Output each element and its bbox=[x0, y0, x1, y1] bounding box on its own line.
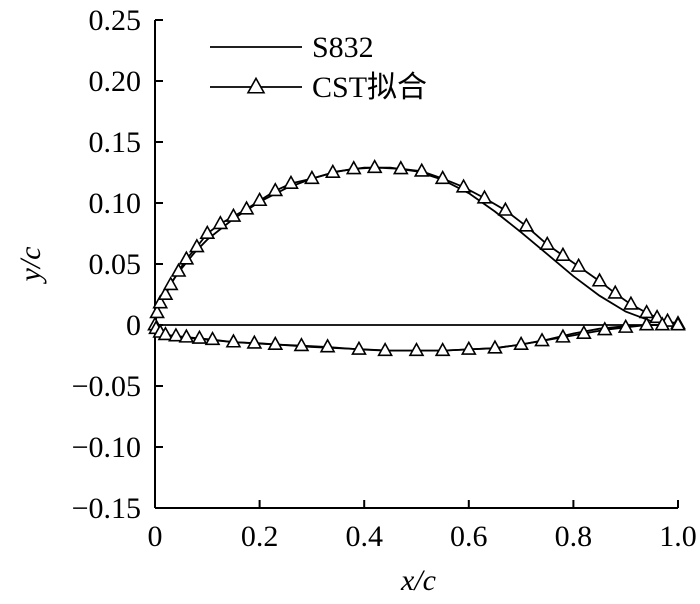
data-point-cst-lower bbox=[157, 326, 174, 341]
data-point-cst-lower bbox=[246, 334, 263, 349]
data-point-cst-upper bbox=[283, 174, 299, 189]
y-tick-label: −0.15 bbox=[72, 492, 141, 525]
series-s832-upper bbox=[154, 166, 679, 326]
x-tick-label: 1.0 bbox=[659, 520, 697, 553]
data-point-cst-lower bbox=[293, 337, 310, 352]
data-point-cst-lower bbox=[377, 341, 393, 357]
y-tick-label: −0.05 bbox=[72, 370, 141, 403]
data-point-cst-upper bbox=[149, 304, 165, 319]
y-tick-label: 0.20 bbox=[89, 65, 142, 98]
data-point-cst-upper bbox=[225, 207, 242, 222]
data-point-cst-lower bbox=[168, 327, 184, 342]
data-point-cst-upper bbox=[238, 200, 255, 215]
data-point-cst-lower bbox=[513, 335, 529, 351]
series-cst-upper-line bbox=[154, 166, 679, 326]
data-point-cst-upper bbox=[434, 169, 451, 185]
data-point-cst-upper bbox=[591, 272, 608, 287]
data-point-cst-lower bbox=[534, 332, 550, 347]
x-tick-label: 0.6 bbox=[450, 520, 488, 553]
data-point-cst-lower bbox=[225, 333, 242, 348]
legend-label-s832: S832 bbox=[312, 31, 374, 64]
data-point-cst-lower bbox=[319, 338, 336, 353]
legend-marker-cst bbox=[246, 76, 266, 94]
data-point-cst-upper bbox=[555, 246, 571, 261]
data-point-cst-upper bbox=[345, 160, 362, 175]
data-point-cst-upper bbox=[623, 295, 639, 310]
data-point-cst-upper bbox=[518, 217, 535, 232]
data-point-cst-upper bbox=[188, 238, 205, 253]
data-point-cst-upper bbox=[392, 160, 409, 175]
data-point-cst-lower bbox=[576, 324, 592, 340]
data-point-cst-upper bbox=[539, 235, 556, 250]
data-point-cst-lower bbox=[267, 335, 284, 351]
data-point-cst-upper bbox=[157, 285, 174, 300]
data-point-cst-upper bbox=[476, 189, 493, 204]
data-point-cst-upper bbox=[304, 169, 320, 185]
x-axis-title: x/c bbox=[400, 564, 436, 597]
x-tick-label: 0.2 bbox=[241, 520, 279, 553]
y-axis-title: y/c bbox=[14, 247, 47, 285]
data-point-cst-upper bbox=[199, 224, 216, 239]
y-tick-label: 0 bbox=[126, 309, 141, 342]
data-point-cst-lower bbox=[191, 329, 208, 344]
data-point-cst-upper bbox=[455, 178, 472, 193]
data-point-cst-upper bbox=[178, 250, 195, 265]
data-point-cst-lower bbox=[670, 316, 686, 331]
data-point-cst-lower bbox=[460, 340, 477, 355]
y-tick-label: −0.10 bbox=[72, 431, 141, 464]
x-tick-label: 0.8 bbox=[555, 520, 593, 553]
x-tick-label: 0.4 bbox=[345, 520, 383, 553]
data-point-cst-lower bbox=[434, 341, 451, 357]
data-point-cst-lower bbox=[487, 339, 503, 354]
data-point-cst-upper bbox=[366, 158, 383, 174]
y-tick-label: 0.15 bbox=[89, 126, 142, 159]
data-point-cst-lower bbox=[351, 340, 367, 355]
data-point-cst-upper bbox=[267, 182, 284, 197]
ticks: −0.15 −0.10 −0.05 0 0.05 0.10 0.15 0.20 0.25 0 0.2… bbox=[72, 4, 697, 553]
data-point-cst-lower bbox=[638, 316, 655, 331]
data-point-cst-upper bbox=[212, 215, 229, 230]
data-point-cst-lower bbox=[204, 330, 221, 346]
data-point-cst-lower bbox=[596, 321, 613, 336]
data-point-cst-upper bbox=[162, 276, 179, 291]
legend: S832 CST拟合 bbox=[210, 31, 427, 104]
data-point-cst-upper bbox=[570, 257, 587, 272]
y-tick-label: 0.25 bbox=[89, 4, 142, 37]
plot-area bbox=[147, 158, 686, 357]
y-tick-label: 0.10 bbox=[89, 187, 142, 220]
data-point-cst-upper bbox=[607, 284, 624, 299]
x-tick-label: 0 bbox=[148, 520, 163, 553]
data-point-cst-lower bbox=[555, 328, 571, 343]
data-point-cst-upper bbox=[251, 191, 268, 207]
data-point-cst-upper bbox=[649, 309, 665, 324]
data-point-cst-upper bbox=[324, 163, 341, 178]
data-point-cst-lower bbox=[617, 318, 634, 333]
data-point-cst-upper bbox=[497, 201, 514, 216]
data-point-cst-upper bbox=[170, 262, 187, 277]
data-point-cst-lower bbox=[408, 341, 425, 357]
data-point-cst-lower bbox=[654, 316, 671, 331]
y-tick-label: 0.05 bbox=[89, 248, 142, 281]
data-point-cst-upper bbox=[152, 294, 169, 309]
data-point-cst-upper bbox=[413, 162, 430, 177]
legend-label-cst: CST拟合 bbox=[312, 71, 427, 104]
data-point-cst-lower bbox=[178, 328, 195, 343]
data-point-cst-upper bbox=[638, 304, 655, 319]
